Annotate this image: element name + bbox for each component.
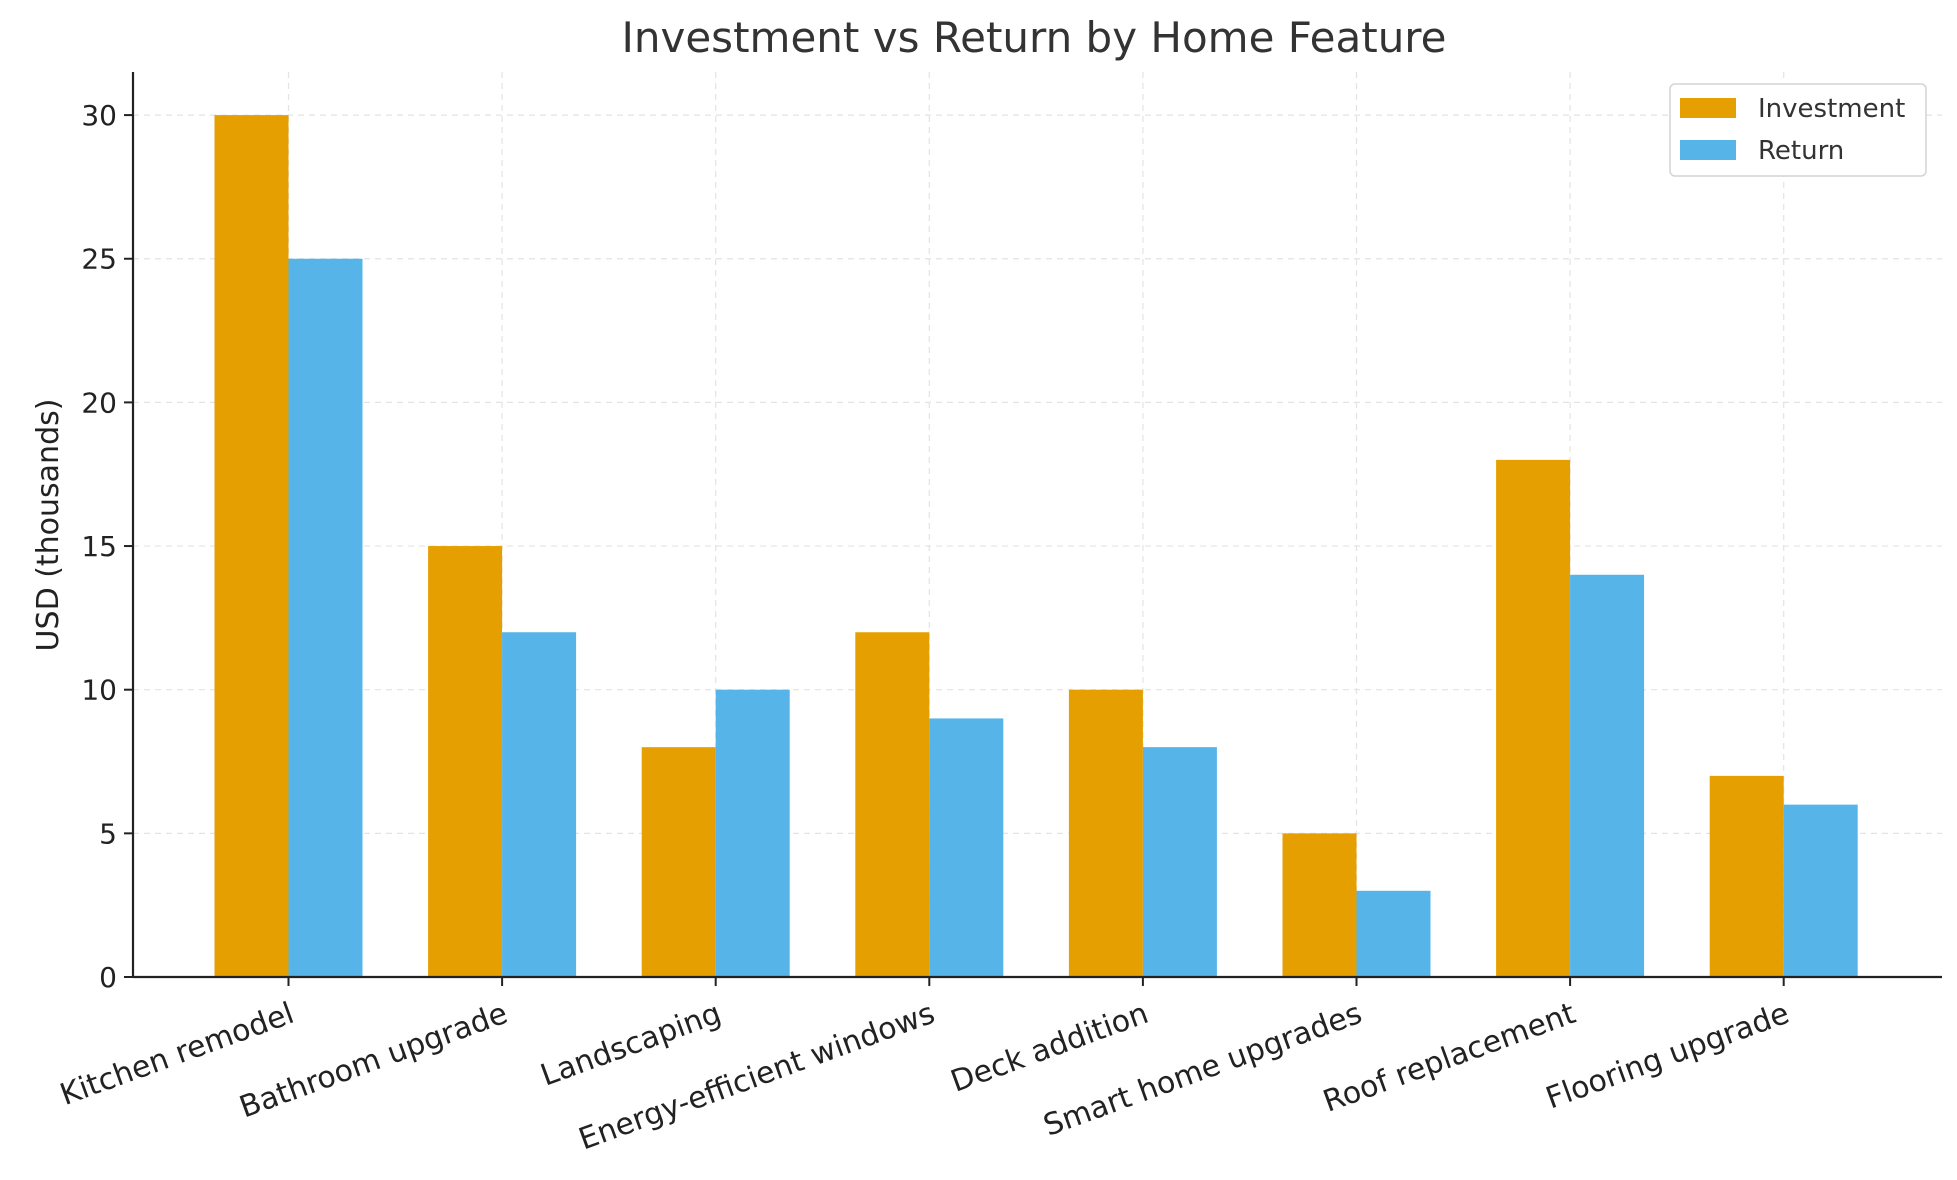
- x-tick-label: Energy-efficient windows: [574, 996, 939, 1157]
- legend-swatch-return: [1680, 140, 1736, 160]
- bar-return-roof-replacement: [1570, 574, 1645, 977]
- bar-return-kitchen-remodel: [288, 258, 363, 977]
- bar-investment-deck-addition: [1068, 689, 1143, 977]
- y-tick-label: 0: [99, 961, 117, 994]
- bar-return-deck-addition: [1142, 747, 1217, 977]
- x-tick-label: Flooring upgrade: [1541, 996, 1793, 1116]
- bar-return-bathroom-upgrade: [502, 632, 577, 977]
- bar-investment-kitchen-remodel: [214, 115, 289, 978]
- bar-return-smart-home-upgrades: [1356, 890, 1431, 977]
- y-tick-label: 25: [81, 243, 117, 276]
- legend-swatch-investment: [1680, 98, 1736, 118]
- bar-investment-roof-replacement: [1496, 459, 1571, 977]
- legend: Investment Return: [1669, 83, 1927, 177]
- legend-label-investment: Investment: [1758, 94, 1905, 124]
- bar-investment-bathroom-upgrade: [428, 546, 503, 977]
- y-axis-label: USD (thousands): [31, 399, 66, 652]
- bar-investment-flooring-upgrade: [1709, 775, 1784, 977]
- y-tick-label: 10: [81, 674, 117, 707]
- bar-return-flooring-upgrade: [1783, 804, 1858, 977]
- bar-investment-smart-home-upgrades: [1282, 833, 1357, 977]
- bar-investment-energy-efficient-windows: [855, 632, 930, 977]
- y-tick-label: 30: [81, 99, 117, 132]
- bar-investment-landscaping: [641, 747, 716, 977]
- y-tick-label: 15: [81, 530, 117, 563]
- bar-return-energy-efficient-windows: [929, 718, 1004, 977]
- chart-title: Investment vs Return by Home Feature: [621, 13, 1446, 62]
- bar-return-landscaping: [715, 689, 790, 977]
- bars: [214, 115, 1858, 978]
- grid: [133, 72, 1942, 977]
- legend-label-return: Return: [1758, 136, 1844, 166]
- y-tick-label: 5: [99, 817, 117, 850]
- y-tick-label: 20: [81, 386, 117, 419]
